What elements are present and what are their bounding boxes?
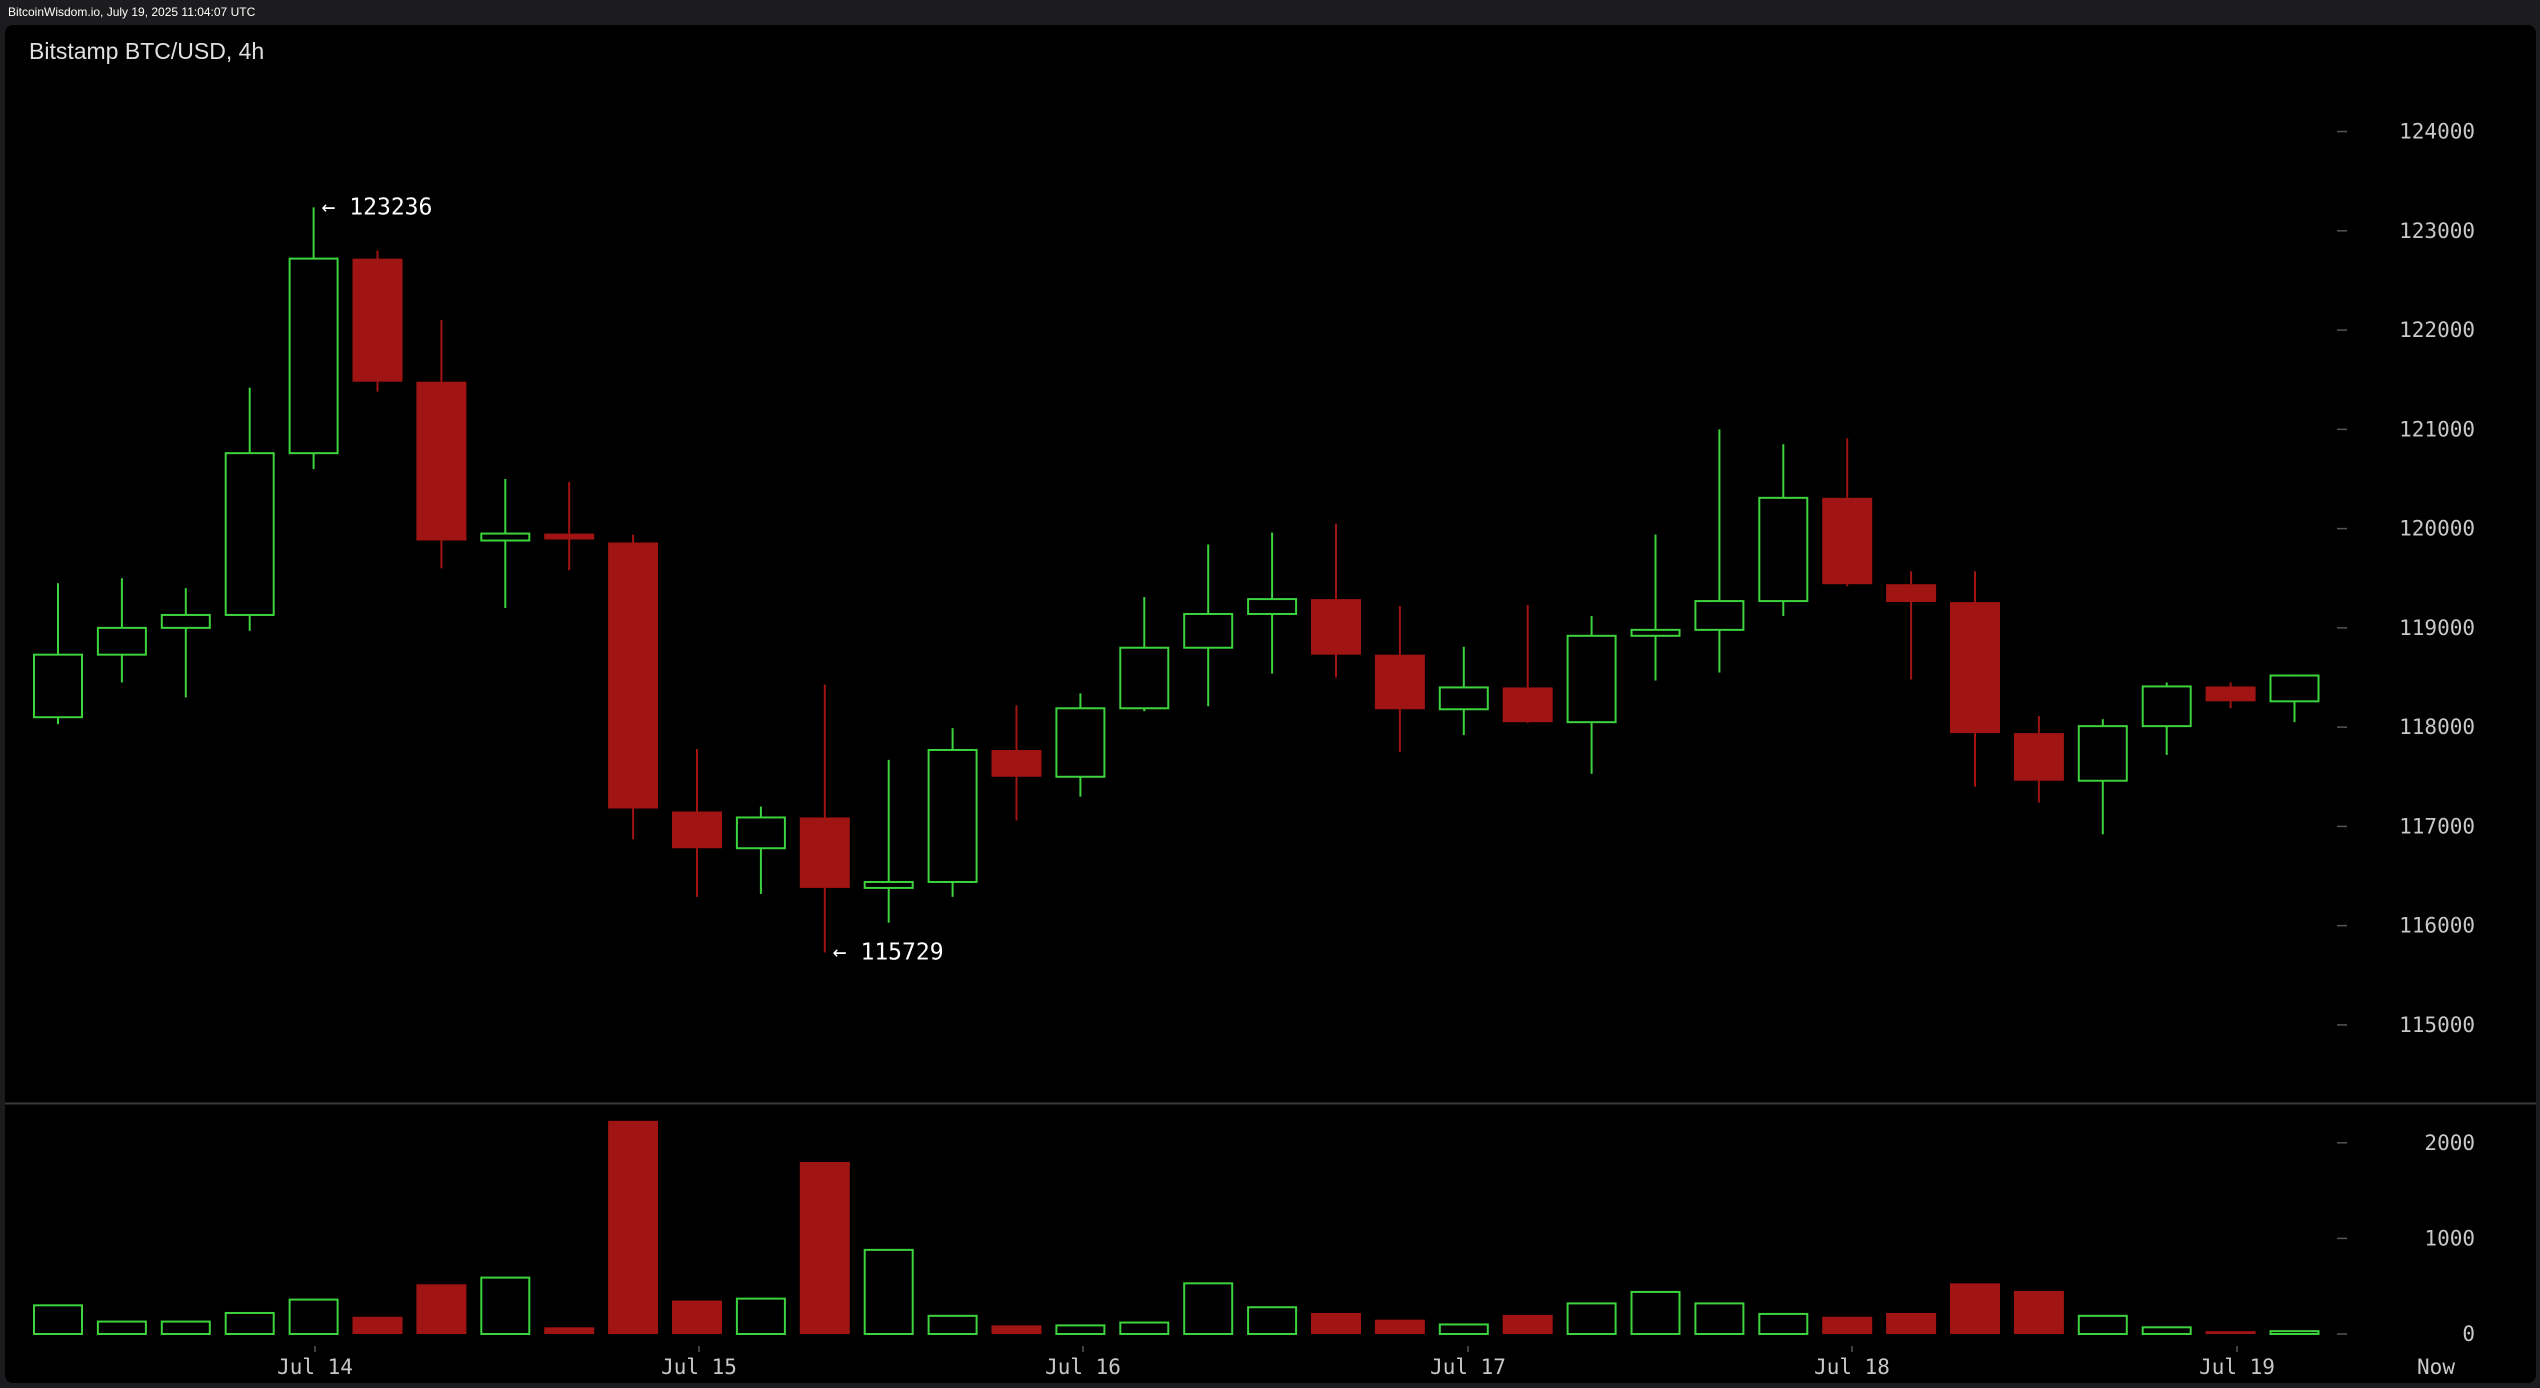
date-tick-label: Jul 16 — [1045, 1355, 1121, 1379]
volume-bar-down — [352, 1316, 403, 1334]
top-bar: BitcoinWisdom.io, July 19, 2025 11:04:07… — [0, 0, 2540, 24]
price-tick-label: 115000 — [2399, 1013, 2475, 1037]
volume-bar-up — [480, 1276, 531, 1335]
volume-bar-up — [927, 1314, 978, 1336]
volume-bar-up — [2077, 1314, 2128, 1336]
candle-body-up — [2269, 674, 2320, 703]
date-tick-label: Jul 15 — [661, 1355, 737, 1379]
price-tick-label: 117000 — [2399, 814, 2475, 838]
candle-body-up — [480, 532, 531, 542]
candle-body-up — [1438, 686, 1489, 711]
price-annotation: ← 115729 — [833, 940, 944, 966]
candle-body-down — [1886, 584, 1937, 603]
candlestick-chart[interactable]: 124000 123000 122000 121000 120000 119000 1180… — [5, 25, 2536, 1383]
volume-bar-down — [1886, 1312, 1937, 1334]
volume-bar-down — [1311, 1312, 1361, 1334]
volume-bar-up — [2269, 1330, 2320, 1335]
candle-body-up — [735, 816, 786, 850]
candle-body-up — [1247, 598, 1298, 615]
chart-panel: 124000 123000 122000 121000 120000 119000 1180… — [5, 25, 2536, 1383]
candle-body-up — [160, 613, 211, 629]
price-tick-label: 116000 — [2399, 914, 2475, 938]
date-tick-label: Jul 18 — [1814, 1355, 1890, 1379]
candle-body-down — [672, 811, 722, 849]
volume-bar-up — [735, 1297, 786, 1336]
volume-bar-up — [288, 1298, 339, 1335]
candle-body-up — [2141, 685, 2192, 728]
volume-bar-up — [863, 1248, 914, 1335]
candle-body-up — [1119, 646, 1170, 710]
candle-body-down — [2205, 686, 2256, 702]
candle-body-up — [1630, 628, 1681, 637]
price-tick-label: 118000 — [2399, 715, 2475, 739]
candle-body-down — [2013, 733, 2064, 781]
volume-bar-up — [96, 1320, 147, 1336]
volume-bar-up — [1566, 1302, 1617, 1335]
candle-body-down — [608, 542, 659, 809]
volume-bar-down — [544, 1327, 595, 1334]
date-tick-label: Jul 19 — [2199, 1355, 2275, 1379]
volume-tick-label: 2000 — [2424, 1131, 2475, 1155]
candle-body-down — [352, 258, 403, 382]
volume-bar-up — [33, 1304, 83, 1335]
volume-bar-down — [416, 1284, 467, 1334]
volume-bar-down — [1374, 1319, 1425, 1334]
volume-tick-label: 1000 — [2424, 1226, 2475, 1250]
volume-bar-up — [224, 1311, 275, 1336]
candle-body-down — [544, 533, 595, 540]
candle-body-up — [224, 452, 275, 616]
price-tick-label: 119000 — [2399, 616, 2475, 640]
candle-body-up — [1758, 496, 1809, 603]
volume-bar-down — [991, 1325, 1042, 1334]
volume-bar-up — [1247, 1306, 1298, 1336]
candle-body-down — [1311, 599, 1361, 655]
candle-body-down — [1502, 687, 1553, 723]
candle-body-down — [1950, 602, 2000, 734]
chart-title: Bitstamp BTC/USD, 4h — [29, 38, 265, 64]
candle-body-up — [33, 653, 83, 719]
volume-tick-label: 0 — [2462, 1322, 2475, 1346]
volume-bar-up — [1119, 1321, 1170, 1335]
candle-body-up — [927, 748, 978, 883]
candle-body-down — [416, 381, 467, 541]
volume-bar-down — [608, 1120, 659, 1334]
candle-body-up — [1183, 612, 1234, 649]
volume-bar-up — [1183, 1282, 1234, 1336]
candle-body-down — [1822, 497, 1873, 585]
volume-bar-down — [1822, 1316, 1873, 1334]
volume-bar-up — [2141, 1326, 2192, 1335]
candle-body-up — [1694, 600, 1745, 631]
candle-body-down — [799, 817, 850, 888]
date-tick-label: Jul 14 — [277, 1355, 353, 1379]
candle-body-down — [1374, 654, 1425, 710]
candle-body-up — [1566, 634, 1617, 724]
date-tick-label: Jul 17 — [1430, 1355, 1506, 1379]
watermark-text: BitcoinWisdom.io, July 19, 2025 11:04:07… — [8, 5, 256, 19]
price-annotation: ← 123236 — [322, 194, 433, 220]
candle-body-up — [1055, 707, 1106, 778]
volume-bar-up — [1694, 1302, 1745, 1335]
candle-body-up — [288, 257, 339, 455]
candle-body-up — [96, 626, 147, 656]
price-tick-label: 122000 — [2399, 318, 2475, 342]
candle-body-up — [2077, 725, 2128, 782]
volume-bar-up — [1630, 1290, 1681, 1336]
volume-bar-down — [672, 1300, 722, 1334]
volume-bar-down — [2013, 1290, 2064, 1334]
candle-body-down — [991, 749, 1042, 777]
volume-bar-down — [1950, 1283, 2000, 1334]
price-tick-label: 123000 — [2399, 219, 2475, 243]
price-tick-label: 124000 — [2399, 120, 2475, 144]
price-tick-label: 120000 — [2399, 517, 2475, 541]
volume-bar-up — [1055, 1324, 1106, 1335]
volume-bar-down — [1502, 1314, 1553, 1334]
volume-bar-up — [160, 1320, 211, 1336]
volume-bar-up — [1438, 1323, 1489, 1335]
candle-body-up — [863, 880, 914, 889]
volume-bar-down — [2205, 1331, 2256, 1334]
price-tick-label: 121000 — [2399, 417, 2475, 441]
volume-bar-down — [799, 1161, 850, 1334]
volume-bar-up — [1758, 1312, 1809, 1335]
date-tick-label: Now — [2417, 1355, 2455, 1379]
